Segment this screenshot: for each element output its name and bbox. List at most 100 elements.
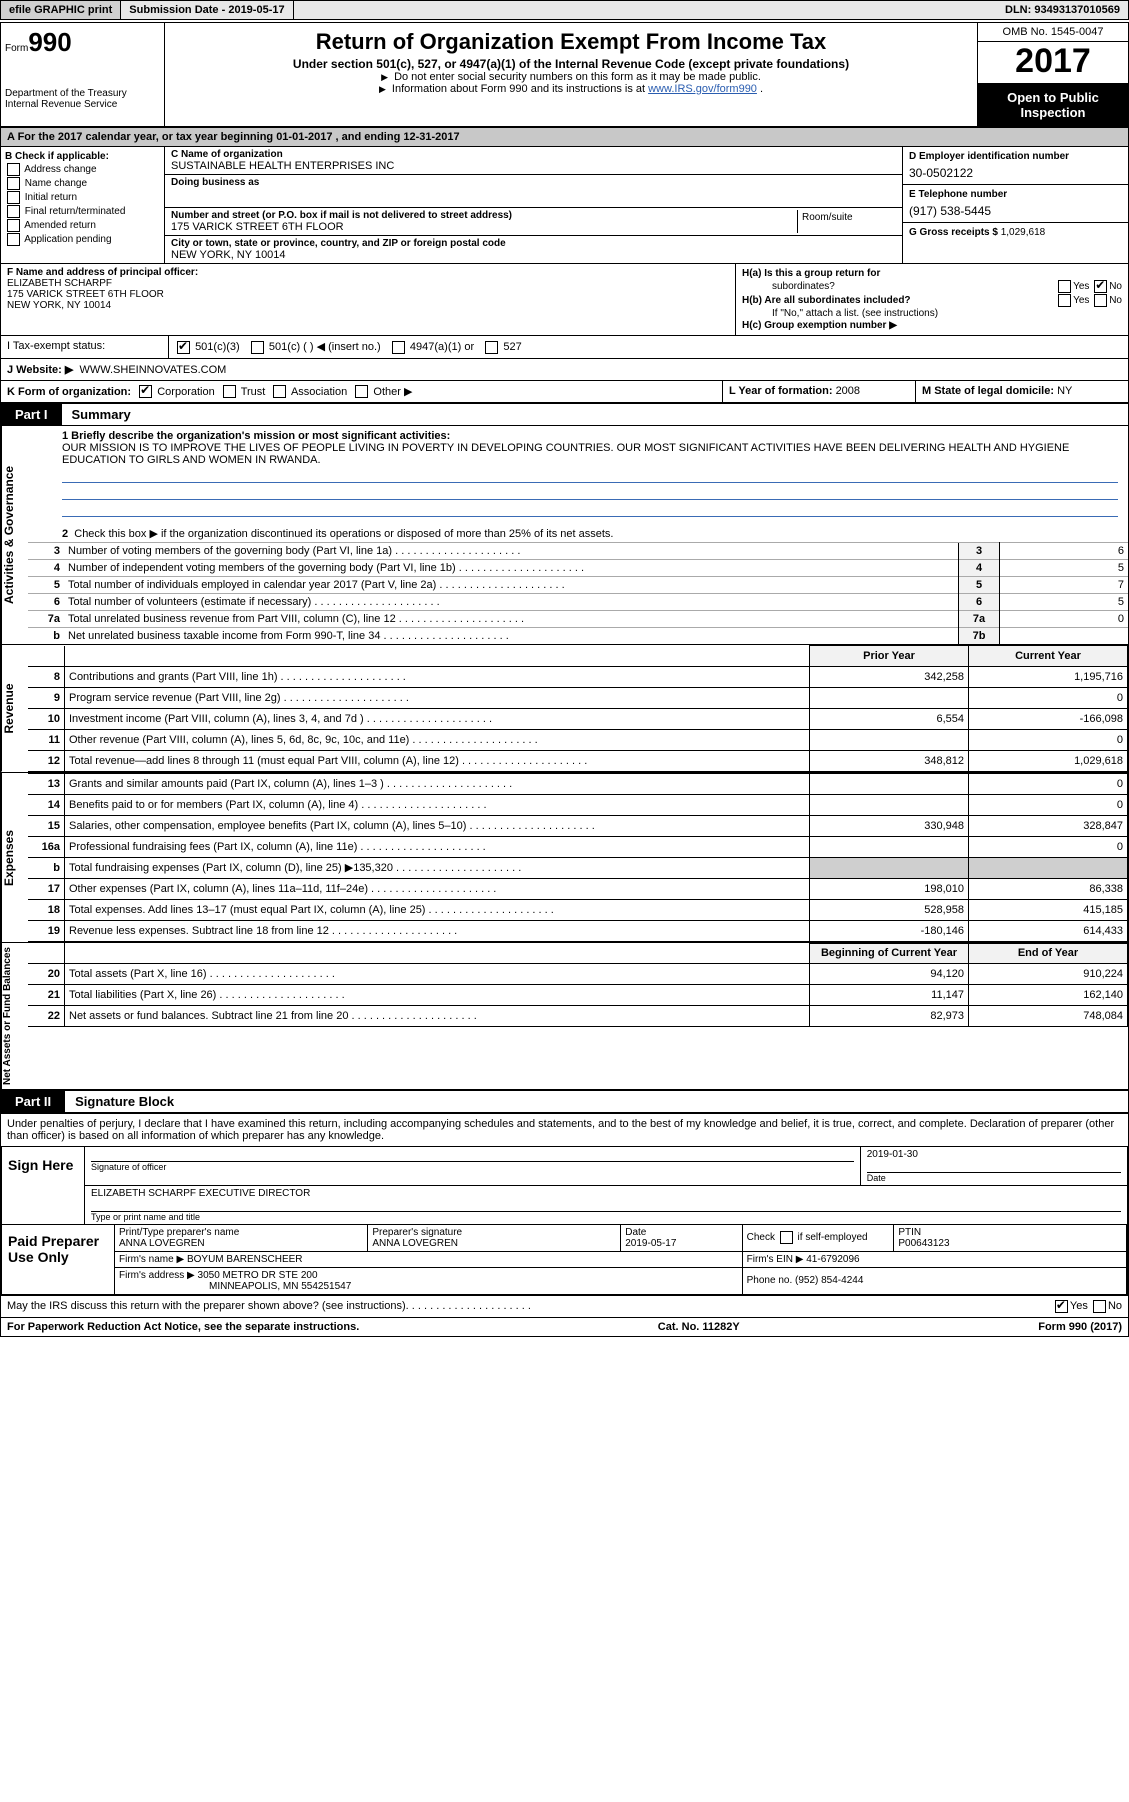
signature-declaration: Under penalties of perjury, I declare th… [1, 1113, 1128, 1146]
check-b-title: B Check if applicable: [5, 151, 109, 162]
gross-receipts-value: 1,029,618 [1001, 227, 1046, 238]
checkbox-application-pending[interactable] [7, 233, 20, 246]
principal-officer-label: F Name and address of principal officer: [7, 267, 198, 278]
hb-note: If "No," attach a list. (see instruction… [742, 308, 938, 319]
label-yes: Yes [1073, 295, 1089, 306]
sig-date-caption: Date [867, 1172, 1121, 1183]
hdr-prior-year: Prior Year [810, 646, 969, 667]
footer-right: Form 990 (2017) [1038, 1321, 1122, 1333]
checkbox-final-return[interactable] [7, 205, 20, 218]
side-label-expenses: Expenses [1, 773, 28, 942]
omb-number: OMB No. 1545-0047 [978, 23, 1128, 42]
opt-other: Other ▶ [373, 386, 412, 398]
mission-text: OUR MISSION IS TO IMPROVE THE LIVES OF P… [62, 442, 1069, 466]
footer-mid: Cat. No. 11282Y [658, 1321, 740, 1333]
side-label-revenue: Revenue [1, 645, 28, 772]
ptin-value: P00643123 [898, 1238, 949, 1249]
dln-value: 93493137010569 [1034, 4, 1120, 16]
prep-selfemp-post: if self-employed [798, 1232, 868, 1243]
opt-4947: 4947(a)(1) or [410, 341, 474, 353]
dept-treasury: Department of the Treasury [5, 88, 160, 99]
checkbox-ha-yes[interactable] [1058, 280, 1071, 293]
row-klm: K Form of organization: Corporation Trus… [1, 381, 1128, 404]
ein-label: D Employer identification number [909, 151, 1069, 162]
section-bcd: B Check if applicable: Address change Na… [1, 147, 1128, 264]
year-formation-label: L Year of formation: [729, 385, 836, 397]
summary-governance: Activities & Governance 1 Briefly descri… [1, 426, 1128, 645]
checkbox-hb-no[interactable] [1094, 294, 1107, 307]
firm-phone-label: Phone no. [747, 1275, 795, 1286]
firm-ein-value: 41-6792096 [806, 1254, 859, 1265]
hdr-current-year: Current Year [969, 646, 1128, 667]
checkbox-amended-return[interactable] [7, 219, 20, 232]
prep-sig-value: ANNA LOVEGREN [372, 1238, 458, 1249]
checkbox-501c3[interactable] [177, 341, 190, 354]
label-final-return: Final return/terminated [25, 206, 126, 217]
label-address-change: Address change [24, 164, 96, 175]
domicile-label: M State of legal domicile: [922, 385, 1057, 397]
sig-name-value: ELIZABETH SCHARPF EXECUTIVE DIRECTOR [91, 1188, 310, 1199]
discuss-yes: Yes [1070, 1300, 1088, 1313]
gross-receipts-label: G Gross receipts $ [909, 227, 1001, 238]
ein-value: 30-0502122 [909, 162, 1122, 180]
firm-phone-value: (952) 854-4244 [795, 1275, 863, 1286]
checkbox-self-employed[interactable] [780, 1231, 793, 1244]
officer-name: ELIZABETH SCHARPF [7, 278, 112, 289]
part-ii-header: Part II Signature Block [1, 1090, 1128, 1113]
irs-link[interactable]: www.IRS.gov/form990 [648, 83, 757, 95]
checkbox-name-change[interactable] [7, 177, 20, 190]
sig-officer-caption: Signature of officer [91, 1161, 854, 1172]
row-i-tax-status: I Tax-exempt status: 501(c)(3) 501(c) ( … [1, 336, 1128, 359]
checkbox-corporation[interactable] [139, 385, 152, 398]
checkbox-other[interactable] [355, 385, 368, 398]
checkbox-initial-return[interactable] [7, 191, 20, 204]
checkbox-527[interactable] [485, 341, 498, 354]
label-yes: Yes [1073, 281, 1089, 292]
submission-date: Submission Date - 2019-05-17 [121, 1, 293, 19]
discuss-no: No [1108, 1300, 1122, 1313]
website-value: WWW.SHEINNOVATES.COM [79, 364, 226, 376]
checkbox-discuss-no[interactable] [1093, 1300, 1106, 1313]
row-j-website: J Website: ▶ WWW.SHEINNOVATES.COM [1, 359, 1128, 381]
footer: For Paperwork Reduction Act Notice, see … [1, 1317, 1128, 1336]
city-label: City or town, state or province, country… [171, 238, 506, 249]
top-toolbar: efile GRAPHIC print Submission Date - 20… [0, 0, 1129, 20]
prep-selfemp-pre: Check [747, 1232, 775, 1243]
form-subtitle: Under section 501(c), 527, or 4947(a)(1)… [175, 57, 967, 71]
checkbox-4947[interactable] [392, 341, 405, 354]
preparer-label: Paid Preparer Use Only [2, 1225, 115, 1294]
prep-name-label: Print/Type preparer's name [119, 1227, 239, 1238]
form-number: 990 [28, 27, 71, 57]
opt-corporation: Corporation [157, 386, 214, 398]
side-label-governance: Activities & Governance [1, 426, 28, 644]
label-initial-return: Initial return [25, 192, 77, 203]
checkbox-trust[interactable] [223, 385, 236, 398]
dln: DLN: 93493137010569 [997, 1, 1128, 19]
expenses-table: 13Grants and similar amounts paid (Part … [28, 773, 1128, 942]
ptin-label: PTIN [898, 1227, 921, 1238]
submission-date-value: 2019-05-17 [228, 4, 284, 16]
domicile-value: NY [1057, 385, 1072, 397]
prep-name-value: ANNA LOVEGREN [119, 1238, 205, 1249]
line-2-text: Check this box ▶ if the organization dis… [74, 528, 613, 540]
hb-label: H(b) Are all subordinates included? [742, 295, 911, 306]
checkbox-discuss-yes[interactable] [1055, 1300, 1068, 1313]
sig-date-value: 2019-01-30 [867, 1149, 918, 1160]
checkbox-501c[interactable] [251, 341, 264, 354]
efile-print-button[interactable]: efile GRAPHIC print [1, 1, 121, 19]
prep-date-value: 2019-05-17 [625, 1238, 676, 1249]
ha-label: H(a) Is this a group return for [742, 268, 880, 279]
netassets-table: Beginning of Current Year End of Year 20… [28, 943, 1128, 1028]
summary-expenses: Expenses 13Grants and similar amounts pa… [1, 773, 1128, 943]
checkbox-address-change[interactable] [7, 163, 20, 176]
part-i-title: Summary [62, 407, 131, 422]
checkbox-hb-yes[interactable] [1058, 294, 1071, 307]
checkbox-association[interactable] [273, 385, 286, 398]
firm-name-value: BOYUM BARENSCHEER [187, 1254, 303, 1265]
tax-year: 2017 [978, 42, 1128, 84]
form-org-label: K Form of organization: [7, 386, 131, 398]
checkbox-ha-no[interactable] [1094, 280, 1107, 293]
officer-addr1: 175 VARICK STREET 6TH FLOOR [7, 289, 164, 300]
website-label: J Website: ▶ [7, 364, 73, 376]
irs-label: Internal Revenue Service [5, 99, 160, 110]
